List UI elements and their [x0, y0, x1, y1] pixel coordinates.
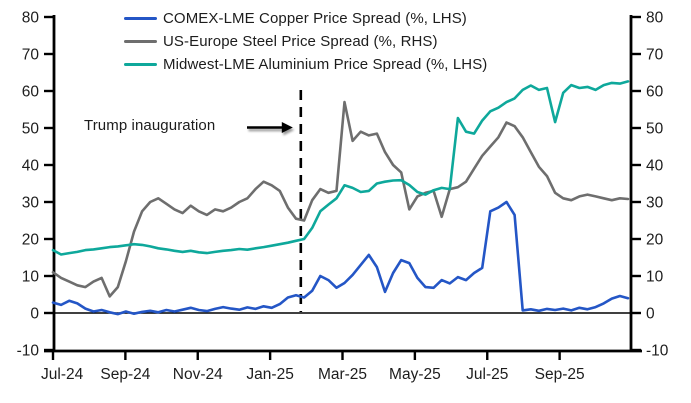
legend-item-steel: US-Europe Steel Price Spread (%, RHS)	[124, 30, 487, 53]
x-axis-tick-label: Jul-24	[41, 366, 84, 383]
y-axis-left-tick-label: 10	[22, 268, 40, 285]
y-axis-left-tick-label: 30	[22, 194, 40, 211]
x-axis-tick-label: Jul-25	[466, 366, 508, 383]
copper-line-swatch	[124, 16, 157, 21]
y-axis-left-tick-label: 50	[22, 120, 40, 137]
legend-label-steel: US-Europe Steel Price Spread (%, RHS)	[163, 33, 438, 50]
x-axis-tick-label: Sep-24	[100, 366, 150, 383]
series-line-aluminium	[51, 80, 630, 256]
aluminium-line-swatch	[124, 62, 157, 67]
legend-item-copper: COMEX-LME Copper Price Spread (%, LHS)	[124, 7, 487, 30]
x-axis-tick-label: Sep-25	[535, 366, 585, 383]
y-axis-left-tick-label: 20	[22, 231, 40, 248]
y-axis-left-tick-label: 80	[22, 9, 40, 26]
y-axis-right-tick-label: 20	[646, 231, 664, 248]
y-axis-left-tick-label: 60	[22, 83, 40, 100]
y-axis-right-tick-label: 60	[646, 83, 664, 100]
legend-item-aluminium: Midwest-LME Aluminium Price Spread (%, L…	[124, 53, 487, 76]
y-axis-right-tick-label: 70	[646, 46, 664, 63]
y-axis-right-tick-label: 50	[646, 120, 664, 137]
y-axis-left-tick-label: 40	[22, 157, 40, 174]
y-axis-left-tick-label: -10	[17, 342, 40, 359]
y-axis-right-tick-label: 80	[646, 9, 664, 26]
y-axis-left-tick-label: 0	[30, 305, 39, 322]
legend: COMEX-LME Copper Price Spread (%, LHS) U…	[124, 7, 487, 76]
x-axis-tick-label: Nov-24	[173, 366, 223, 383]
steel-line-swatch	[124, 39, 157, 44]
x-axis-tick-label: May-25	[389, 366, 441, 383]
y-axis-right-tick-label: 10	[646, 268, 664, 285]
annotation-arrow	[247, 122, 293, 133]
y-axis-right-tick-label: 0	[646, 305, 655, 322]
y-axis-left-tick-label: 70	[22, 46, 40, 63]
series-line-copper	[51, 200, 630, 316]
y-axis-right-tick-label: 30	[646, 194, 664, 211]
x-axis-tick-label: Mar-25	[318, 366, 367, 383]
legend-label-copper: COMEX-LME Copper Price Spread (%, LHS)	[163, 10, 467, 27]
y-axis-right-tick-label: 40	[646, 157, 664, 174]
y-axis-right-tick-label: -10	[646, 342, 669, 359]
legend-label-aluminium: Midwest-LME Aluminium Price Spread (%, L…	[163, 56, 488, 73]
series-line-steel	[51, 100, 630, 298]
x-axis-tick-label: Jan-25	[246, 366, 293, 383]
annotation-trump-inauguration: Trump inauguration	[84, 117, 216, 134]
